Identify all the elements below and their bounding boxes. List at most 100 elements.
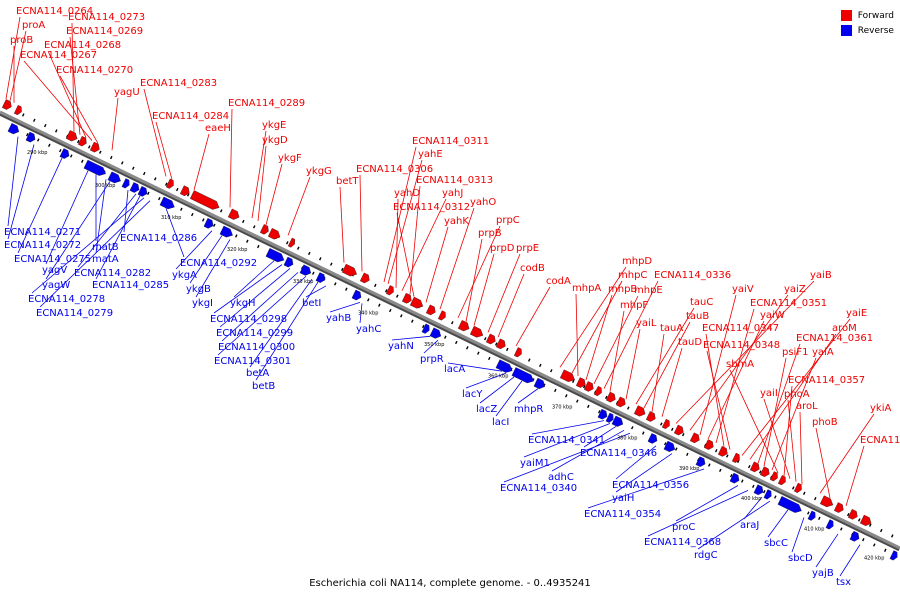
forward-gene-label-ecna114-0289[interactable]: ECNA114_0289 xyxy=(228,98,305,109)
reverse-gene-label-ecna114-0356[interactable]: ECNA114_0356 xyxy=(612,480,689,491)
reverse-gene-label-yahc[interactable]: yahC xyxy=(356,324,381,335)
forward-gene-arrow[interactable] xyxy=(731,452,740,463)
reverse-gene-arrow[interactable] xyxy=(511,367,534,384)
reverse-gene-arrow[interactable] xyxy=(807,510,816,521)
forward-gene-label-ecna114-0347[interactable]: ECNA114_0347 xyxy=(702,323,779,334)
reverse-gene-label-beti[interactable]: betI xyxy=(302,298,321,309)
forward-gene-label-coda[interactable]: codA xyxy=(546,276,571,287)
reverse-gene-label-ykgh[interactable]: ykgH xyxy=(230,298,256,309)
forward-gene-label-ecna114-0267[interactable]: ECNA114_0267 xyxy=(20,50,97,61)
forward-gene-arrow[interactable] xyxy=(469,325,484,338)
reverse-gene-arrow[interactable] xyxy=(219,225,233,238)
forward-gene-arrow[interactable] xyxy=(793,482,802,493)
reverse-gene-label-yagw[interactable]: yagW xyxy=(42,280,70,291)
forward-gene-label-mhpd[interactable]: mhpD xyxy=(622,256,652,267)
forward-gene-arrow[interactable] xyxy=(759,466,770,478)
forward-gene-label-yail[interactable]: yaiL xyxy=(636,318,657,329)
forward-gene-arrow[interactable] xyxy=(615,396,626,408)
forward-gene-label-ecna114-0312[interactable]: ECNA114_0312 xyxy=(393,202,470,213)
reverse-gene-label-ecna114-0279[interactable]: ECNA114_0279 xyxy=(36,308,113,319)
forward-gene-label-yahd[interactable]: yahD xyxy=(394,188,420,199)
reverse-gene-label-mata[interactable]: matA xyxy=(92,254,119,265)
forward-gene-arrow[interactable] xyxy=(401,292,412,304)
forward-gene-label-phob[interactable]: phoB xyxy=(812,417,838,428)
reverse-gene-arrow[interactable] xyxy=(351,289,362,301)
forward-gene-label-ecna114-0270[interactable]: ECNA114_0270 xyxy=(56,65,133,76)
reverse-gene-label-yagv[interactable]: yagV xyxy=(42,265,67,276)
reverse-gene-label-ecna114-0286[interactable]: ECNA114_0286 xyxy=(120,233,197,244)
reverse-gene-label-prpr[interactable]: prpR xyxy=(420,354,444,365)
forward-gene-label-ecna114-0336[interactable]: ECNA114_0336 xyxy=(654,270,731,281)
forward-gene-label-ecna114-0311[interactable]: ECNA114_0311 xyxy=(412,136,489,147)
reverse-gene-arrow[interactable] xyxy=(729,472,740,484)
reverse-gene-arrow[interactable] xyxy=(533,377,546,390)
reverse-gene-arrow[interactable] xyxy=(777,496,802,513)
forward-gene-arrow[interactable] xyxy=(605,391,616,403)
forward-gene-arrow[interactable] xyxy=(89,141,100,153)
reverse-gene-label-laci[interactable]: lacI xyxy=(492,417,509,428)
reverse-gene-arrow[interactable] xyxy=(763,489,772,500)
forward-gene-arrow[interactable] xyxy=(513,347,522,358)
forward-gene-label-taud[interactable]: tauD xyxy=(678,337,702,348)
reverse-gene-label-ykgb[interactable]: ykgB xyxy=(186,284,211,295)
forward-gene-label-ecna114-0357[interactable]: ECNA114_0357 xyxy=(788,375,865,386)
reverse-gene-arrow[interactable] xyxy=(753,484,764,496)
reverse-gene-label-ecna114-0340[interactable]: ECNA114_0340 xyxy=(500,483,577,494)
forward-gene-label-codb[interactable]: codB xyxy=(520,263,545,274)
forward-gene-label-sbma[interactable]: sbmA xyxy=(726,359,754,370)
reverse-gene-arrow[interactable] xyxy=(695,456,706,467)
reverse-gene-arrow[interactable] xyxy=(137,185,148,197)
reverse-gene-label-yaim1[interactable]: yaiM1 xyxy=(520,458,550,469)
forward-gene-arrow[interactable] xyxy=(485,333,496,345)
forward-gene-arrow[interactable] xyxy=(769,471,778,482)
reverse-gene-arrow[interactable] xyxy=(605,412,614,423)
forward-gene-label-yaiv[interactable]: yaiV xyxy=(732,284,754,295)
reverse-gene-arrow[interactable] xyxy=(647,433,658,444)
reverse-gene-arrow[interactable] xyxy=(159,196,175,210)
forward-gene-label-yaiw[interactable]: yaiW xyxy=(760,310,785,321)
forward-gene-arrow[interactable] xyxy=(259,224,269,235)
reverse-gene-label-yahb[interactable]: yahB xyxy=(326,313,351,324)
reverse-gene-label-ecna114-0285[interactable]: ECNA114_0285 xyxy=(92,280,169,291)
forward-gene-label-yaii[interactable]: yaiI xyxy=(760,388,778,399)
forward-gene-arrow[interactable] xyxy=(1,99,12,110)
forward-gene-arrow[interactable] xyxy=(847,508,858,520)
reverse-gene-label-ykga[interactable]: ykgA xyxy=(172,270,197,281)
reverse-gene-label-lacz[interactable]: lacZ xyxy=(476,404,497,415)
forward-gene-label-ecna114-0361[interactable]: ECNA114_0361 xyxy=(796,333,873,344)
reverse-gene-label-ecna114-0275[interactable]: ECNA114_0275 xyxy=(14,254,91,265)
reverse-gene-arrow[interactable] xyxy=(849,530,860,542)
forward-gene-arrow[interactable] xyxy=(777,475,786,486)
reverse-gene-label-ecna114-0368[interactable]: ECNA114_0368 xyxy=(644,537,721,548)
forward-gene-label-ecna114-0371[interactable]: ECNA114_0371 xyxy=(860,435,900,446)
reverse-gene-label-ecna114-0292[interactable]: ECNA114_0292 xyxy=(180,258,257,269)
forward-gene-label-tauc[interactable]: tauC xyxy=(690,297,713,308)
forward-gene-arrow[interactable] xyxy=(385,285,394,296)
reverse-gene-arrow[interactable] xyxy=(265,248,285,263)
reverse-gene-arrow[interactable] xyxy=(495,359,513,373)
forward-gene-arrow[interactable] xyxy=(749,461,760,473)
forward-gene-arrow[interactable] xyxy=(833,502,844,513)
forward-gene-arrow[interactable] xyxy=(287,237,296,248)
forward-gene-label-bett[interactable]: betT xyxy=(336,176,359,187)
reverse-gene-label-ecna114-0346[interactable]: ECNA114_0346 xyxy=(580,448,657,459)
forward-gene-label-prpe[interactable]: prpE xyxy=(516,243,539,254)
forward-gene-label-proa[interactable]: proA xyxy=(22,20,45,31)
forward-gene-label-mhpc[interactable]: mhpC xyxy=(618,270,647,281)
forward-gene-arrow[interactable] xyxy=(425,304,436,316)
forward-gene-label-yahj[interactable]: yahJ xyxy=(442,188,463,199)
reverse-gene-label-ecna114-0301[interactable]: ECNA114_0301 xyxy=(214,356,291,367)
reverse-gene-label-ecna114-0272[interactable]: ECNA114_0272 xyxy=(4,240,81,251)
forward-gene-arrow[interactable] xyxy=(633,405,646,417)
forward-gene-label-ecna114-0268[interactable]: ECNA114_0268 xyxy=(44,40,121,51)
reverse-gene-arrow[interactable] xyxy=(611,415,624,427)
reverse-gene-label-sbcd[interactable]: sbcD xyxy=(788,553,813,564)
forward-gene-arrow[interactable] xyxy=(673,424,684,436)
forward-gene-arrow[interactable] xyxy=(717,445,728,457)
reverse-gene-arrow[interactable] xyxy=(121,178,130,189)
forward-gene-label-yagu[interactable]: yagU xyxy=(114,87,140,98)
forward-gene-label-ecna114-0264[interactable]: ECNA114_0264 xyxy=(16,6,93,17)
reverse-gene-arrow[interactable] xyxy=(315,272,326,283)
forward-gene-label-ykgd[interactable]: ykgD xyxy=(262,135,288,146)
forward-gene-label-mhpb[interactable]: mhpB xyxy=(608,284,637,295)
